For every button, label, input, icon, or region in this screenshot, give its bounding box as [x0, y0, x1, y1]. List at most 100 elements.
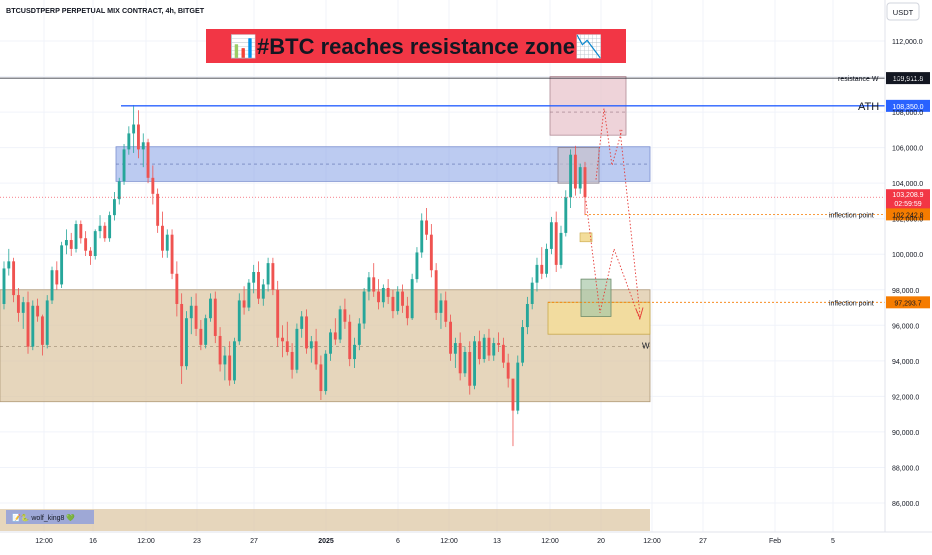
- candle-body: [420, 220, 424, 253]
- x-tick-label: 20: [597, 538, 605, 545]
- y-tick-label: 106,000.0: [892, 146, 923, 153]
- candle-body: [112, 199, 116, 216]
- watermark-bg: [6, 510, 94, 524]
- candle-body: [463, 351, 467, 374]
- zones: [0, 76, 651, 531]
- candle-body: [453, 343, 457, 354]
- inflection-2-tag-text: 97,293.7: [894, 300, 921, 307]
- candle-body: [36, 305, 40, 317]
- y-tick-label: 98,000.0: [892, 288, 919, 295]
- candle-body: [300, 316, 304, 329]
- projection-path-1: [585, 200, 641, 321]
- green-box: [580, 278, 612, 317]
- banner-bg: [206, 29, 626, 63]
- bottom-zone: [0, 509, 650, 531]
- candle-body: [314, 341, 318, 365]
- resistance-w-tag: [886, 72, 930, 85]
- candle-body: [194, 305, 198, 329]
- candle-body: [540, 264, 544, 274]
- candle-body: [477, 341, 481, 360]
- candle-body: [213, 298, 217, 336]
- x-tick-label: 16: [89, 538, 97, 545]
- candle-body: [410, 279, 414, 319]
- candle-body: [530, 282, 534, 304]
- currency-button-bg[interactable]: [886, 2, 920, 21]
- candle-body: [266, 263, 270, 285]
- candle-body: [31, 305, 35, 347]
- time-axis: 12:00 16 12:00 23 27 2025 6 12:00 13 12:00 20 12:00…: [35, 538, 835, 545]
- candle-body: [180, 303, 184, 367]
- candle-body: [146, 142, 150, 178]
- candle-body: [223, 355, 227, 365]
- candle-body: [60, 245, 64, 285]
- ath-tag: [886, 99, 930, 112]
- x-tick-label: 12:00: [35, 538, 53, 545]
- candle-body: [218, 335, 222, 365]
- candle-body: [357, 323, 361, 345]
- y-tick-label: 86,000.0: [892, 501, 919, 508]
- candle-body: [329, 332, 332, 354]
- candle-body: [189, 305, 193, 319]
- candle-body: [353, 344, 356, 360]
- candle-body: [429, 234, 433, 271]
- last-price-text: 103,208.9: [892, 192, 923, 199]
- candle-body: [434, 270, 438, 313]
- x-tick-label: 12:00: [440, 538, 458, 545]
- candle-body: [228, 355, 232, 381]
- candle-body: [237, 300, 241, 342]
- candle-body: [161, 225, 164, 251]
- candle-body: [79, 224, 83, 239]
- x-tick-label: 6: [396, 538, 400, 545]
- projection-arrowhead: [635, 307, 644, 320]
- y-tick-label: 108,000.0: [892, 110, 923, 117]
- candle-body: [132, 124, 136, 134]
- ath-label: ATH: [858, 101, 879, 113]
- candle-body: [449, 321, 452, 354]
- candle-body: [242, 300, 246, 308]
- candle-body: [391, 296, 395, 312]
- y-tick-label: 112,000.0: [892, 39, 923, 46]
- candle-body: [439, 300, 443, 313]
- candle-body: [492, 343, 496, 356]
- candle-body: [175, 273, 179, 304]
- inflection-1-label: inflection point: [829, 212, 874, 219]
- candle-body: [281, 337, 284, 342]
- candle-body: [549, 222, 553, 249]
- resistance-w-label: resistance W: [838, 76, 879, 83]
- candle-body: [381, 287, 385, 303]
- candle-body: [84, 238, 88, 251]
- candle-body: [170, 234, 174, 274]
- candle-body: [185, 318, 188, 367]
- y-tick-label: 88,000.0: [892, 465, 919, 472]
- overlays: resistance W 109,911.8 ATH 108,350.0 103,208…: [0, 72, 930, 350]
- gray-box: [557, 147, 600, 184]
- currency-button[interactable]: USDT: [893, 8, 914, 17]
- candle-body: [7, 261, 11, 269]
- candle-body: [127, 133, 131, 150]
- candle-body: [396, 291, 400, 312]
- banner-title: 📊#BTC reaches resistance zone📉: [230, 34, 603, 59]
- inflection-2-tag: [886, 296, 930, 309]
- candle-body: [285, 341, 289, 352]
- candle-body: [554, 222, 558, 265]
- candle-body: [151, 177, 155, 194]
- candle-body: [74, 224, 78, 249]
- candle-body: [2, 268, 6, 304]
- inflection-2-label: inflection point: [829, 300, 874, 307]
- resistance-w-tag-text: 109,911.8: [893, 76, 924, 83]
- x-tick-label: 23: [193, 538, 201, 545]
- candle-body: [271, 263, 275, 290]
- candle-body: [367, 277, 371, 292]
- candle-body: [338, 309, 342, 340]
- candle-body: [521, 327, 525, 363]
- candle-body: [50, 270, 54, 301]
- candle-body: [21, 302, 25, 313]
- candle-body: [348, 321, 352, 360]
- inflection-1-tag: [886, 208, 930, 221]
- candle-body: [511, 378, 515, 411]
- candle-body: [319, 364, 323, 392]
- y-tick-label: 92,000.0: [892, 394, 919, 401]
- candle-body: [564, 197, 568, 233]
- w-label: W: [642, 341, 650, 350]
- candle-body: [487, 337, 491, 356]
